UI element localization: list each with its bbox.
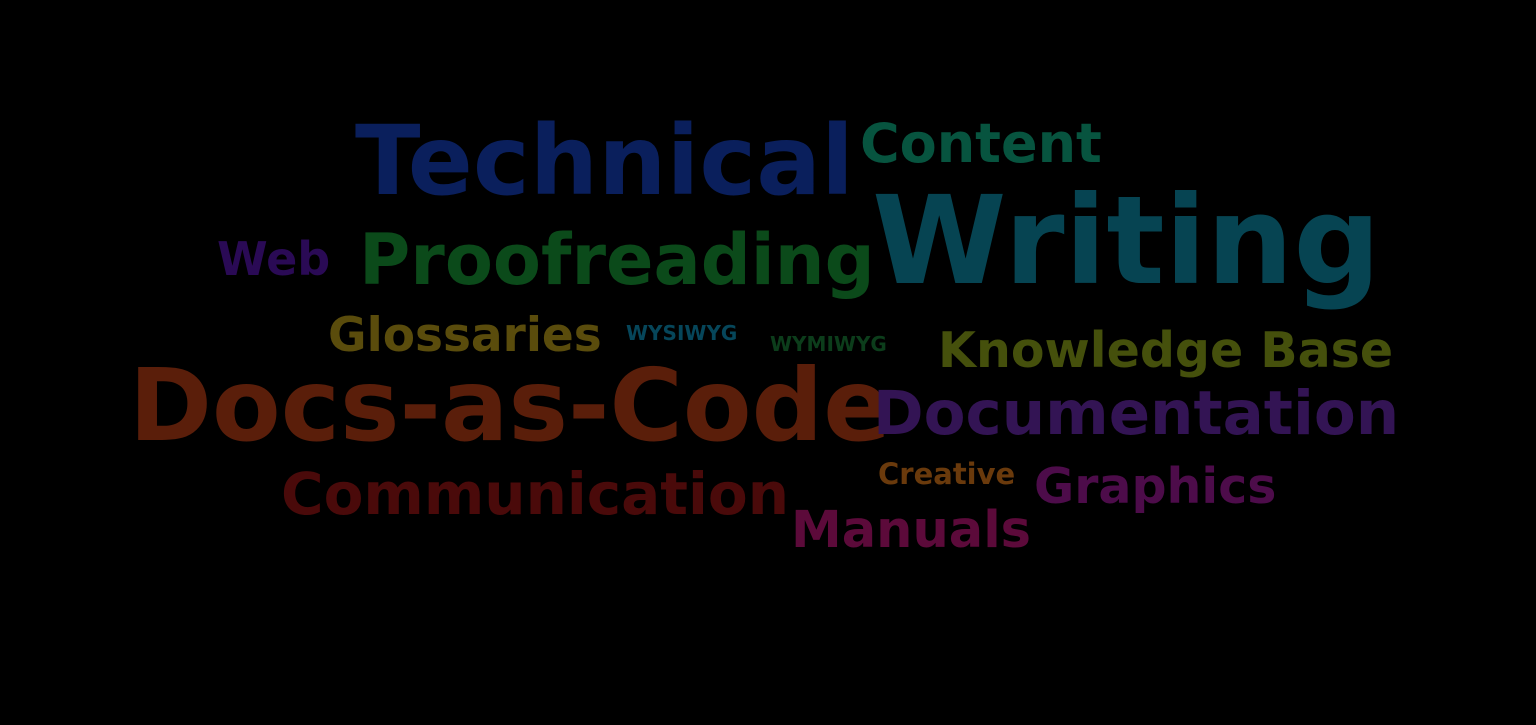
word-proofreading: Proofreading (359, 219, 875, 301)
word-glossaries: Glossaries (328, 308, 602, 363)
word-documentation: Documentation (873, 378, 1400, 449)
word-wymiwyg: WYMIWYG (770, 332, 887, 356)
word-content: Content (860, 112, 1102, 175)
word-web: Web (217, 232, 331, 286)
word-manuals: Manuals (791, 501, 1032, 560)
word-writing: Writing (872, 170, 1381, 312)
word-wysiwyg: WYSIWYG (626, 321, 738, 345)
word-communication: Communication (281, 460, 790, 528)
word-docs-as-code: Docs-as-Code (129, 347, 892, 464)
word-knowledge-base: Knowledge Base (938, 322, 1394, 379)
word-creative: Creative (878, 457, 1016, 491)
word-graphics: Graphics (1034, 458, 1277, 515)
word-technical: Technical (355, 105, 854, 217)
